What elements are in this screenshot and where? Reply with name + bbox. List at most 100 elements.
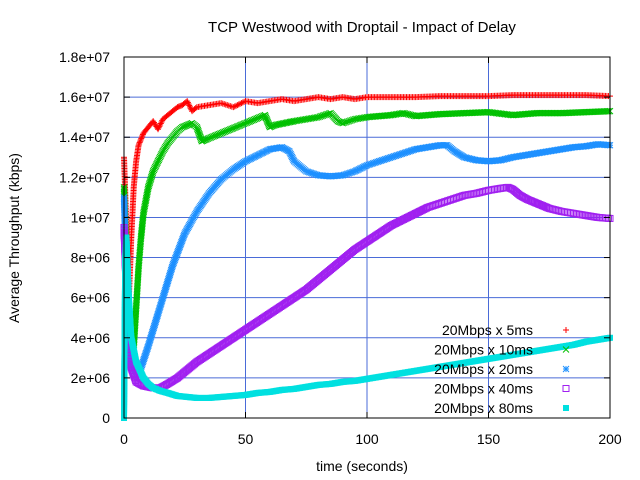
data-point [251,115,259,123]
data-point [164,389,171,396]
data-point [558,109,565,117]
data-point [242,98,249,105]
data-point [203,135,210,143]
data-point [189,108,196,115]
data-point [133,158,140,165]
data-point [533,149,541,157]
data-point [594,140,602,148]
series-1-trail-mark [157,120,164,127]
legend-label: 20Mbps x 80ms [434,400,533,416]
data-point [169,262,176,269]
x-axis-label: time (seconds) [316,458,408,474]
y-tick-label: 1e+07 [71,209,111,225]
series-1-trail-mark [137,136,144,143]
data-point [594,336,601,343]
data-point [461,93,468,100]
data-point [278,96,285,103]
data-point [266,145,274,153]
series-1-trail-mark [158,119,165,126]
chart-title: TCP Westwood with Droptail - Impact of D… [208,19,516,36]
data-point [436,141,444,149]
data-point [315,381,322,388]
data-point [130,184,137,191]
data-point [351,167,359,175]
series-1-trail-mark [219,100,226,107]
legend-label: 20Mbps x 20ms [434,361,533,377]
data-point [339,119,347,127]
data-point [291,98,298,105]
data-point [242,119,249,127]
data-point [198,137,206,145]
data-point [327,109,334,117]
data-point [327,380,334,387]
data-point [193,123,201,131]
legend-label: 20Mbps x 10ms [434,342,533,358]
data-point [400,109,407,117]
data-point [485,93,492,100]
data-point [140,130,147,137]
series-1-trail-mark [192,105,199,112]
legend-label: 20Mbps x 40ms [434,381,533,397]
y-axis-label: Average Throughput (kbps) [6,153,22,323]
data-point [443,141,451,149]
data-point [222,127,230,135]
data-point [174,127,181,135]
data-point [400,369,407,376]
data-point [546,345,553,352]
data-point [303,383,310,390]
data-point [339,378,346,385]
data-point [217,175,225,183]
data-point [451,147,458,155]
data-point [339,171,347,179]
y-tick-label: 6e+06 [71,290,111,306]
data-point [534,347,541,354]
data-point [351,115,359,123]
data-point [315,94,322,101]
data-point [212,131,220,139]
series-1-trail-mark [186,103,193,110]
data-point [152,318,159,326]
data-point [387,111,395,119]
legend-marker [563,405,569,411]
data-point [509,92,516,99]
data-point [582,338,589,345]
data-point [412,367,419,374]
data-point [232,123,240,131]
data-point [327,172,334,180]
series-3-trail-mark [176,241,184,249]
data-point [254,389,261,396]
data-point [339,94,346,101]
legend-marker [563,327,569,333]
data-point [485,108,492,116]
data-point [281,119,288,127]
data-point [164,139,172,147]
series-2-trail-mark [603,107,611,115]
data-point [533,109,541,117]
data-point [412,145,419,153]
data-point [218,393,225,400]
series-3-trail-mark [178,238,185,246]
x-tick-label: 100 [355,431,379,447]
grid [124,57,610,418]
data-point [303,96,310,103]
data-point [140,374,147,381]
series-1-trail-mark [238,100,245,107]
series-1-trail-mark [234,102,241,109]
data-point [188,119,196,127]
y-tick-label: 8e+06 [71,250,111,266]
series-1-trail-mark [138,135,145,142]
data-point [150,384,157,391]
data-point [135,142,142,149]
data-point [271,121,279,129]
series-1-trail-mark [136,140,143,147]
data-point [582,142,590,150]
data-point [315,113,322,121]
data-point [266,388,273,395]
data-point [472,156,480,164]
data-point [135,264,142,271]
data-point [261,111,269,119]
data-point [558,92,565,99]
data-point [388,371,395,378]
